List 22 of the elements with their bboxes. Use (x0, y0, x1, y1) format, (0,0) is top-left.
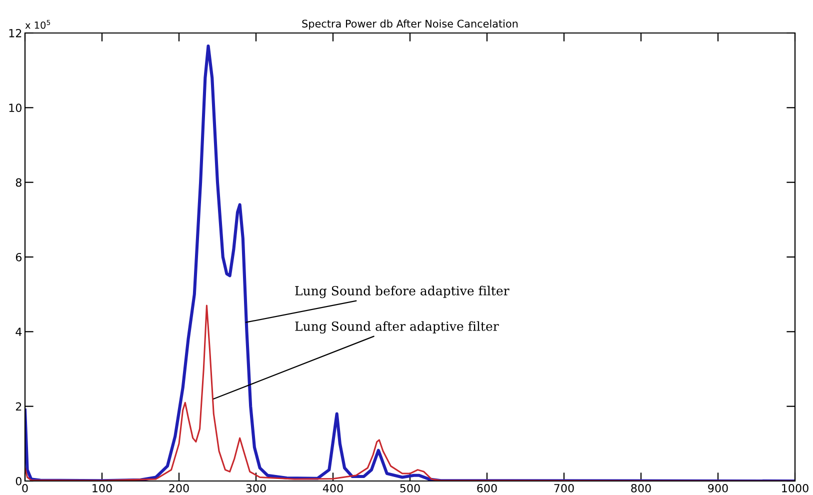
x-tick-label: 900 (708, 484, 728, 492)
x-tick-label: 400 (322, 484, 343, 492)
y-tick-label: 8 (16, 178, 22, 187)
x-tick-label: 300 (246, 484, 266, 492)
y-tick-label: 12 (9, 28, 22, 38)
y-tick-label: 4 (16, 328, 22, 336)
y-tick-label: 6 (16, 252, 22, 262)
x-tick-label: 800 (631, 484, 651, 492)
y-tick-label: 0 (16, 476, 22, 486)
x-tick-label: 700 (554, 484, 574, 492)
y-tick-label: 10 (9, 104, 22, 112)
x-tick-label: 0 (22, 484, 28, 492)
y-tick-label: 2 (16, 402, 22, 411)
annotation: Lung Sound before adaptive filter (295, 286, 510, 298)
x-tick-label: 500 (400, 484, 420, 492)
x-tick-label: 600 (477, 484, 497, 492)
x-tick-label: 200 (169, 484, 189, 492)
text: x 10$^{5}$ (25, 20, 50, 29)
annotation: Lung Sound after adaptive filter (295, 321, 499, 334)
chart-title: Spectra Power db After Noise Cancelation (302, 20, 518, 30)
x-tick-label: 1000 (782, 484, 808, 492)
x-tick-label: 100 (92, 484, 112, 492)
